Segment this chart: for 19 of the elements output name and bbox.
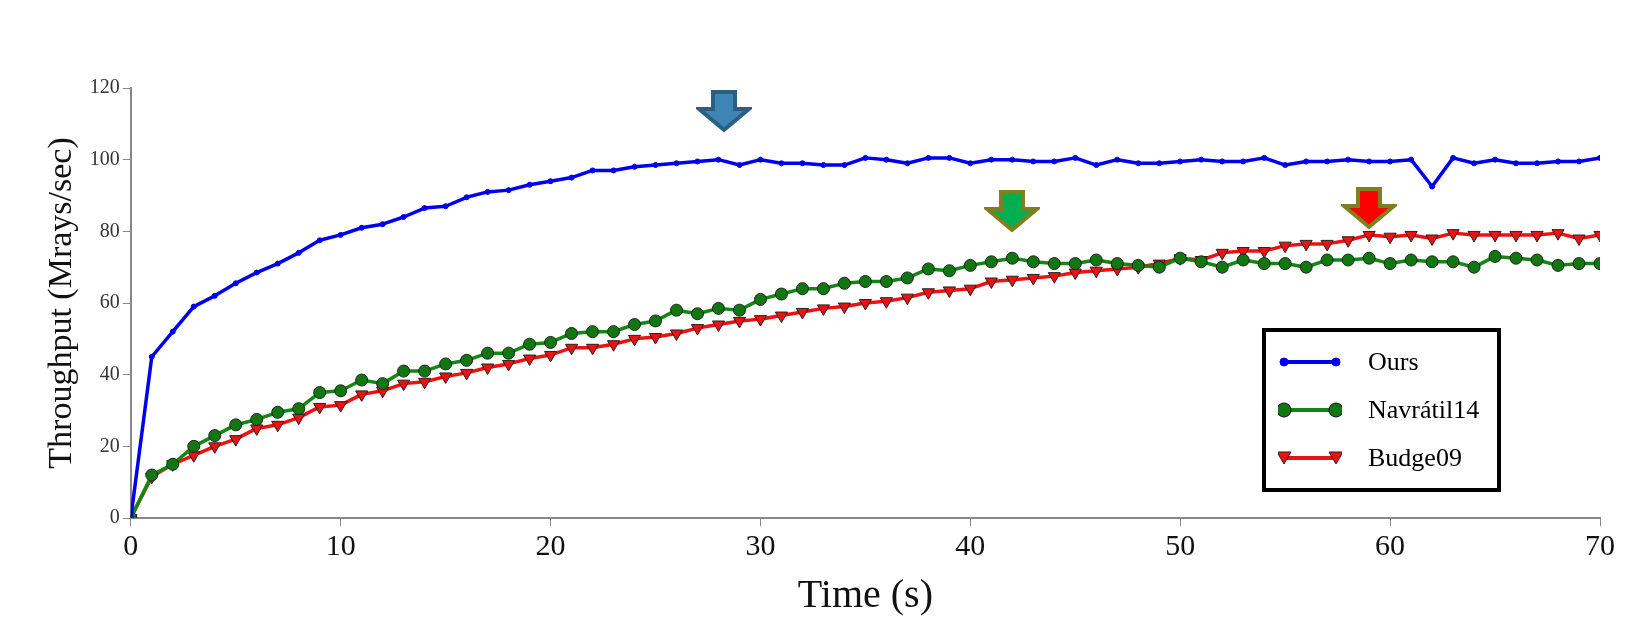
legend-label: Ours [1368,347,1419,377]
x-tick-label: 40 [955,527,986,561]
x-tick-label: 50 [1165,527,1196,561]
legend-label: Navrátil14 [1368,395,1480,425]
x-tick-label: 60 [1375,527,1406,561]
y-tick-label: 120 [89,75,120,98]
x-tick-label: 70 [1585,527,1615,561]
legend-label: Budge09 [1368,443,1462,473]
x-tick-label: 10 [325,527,356,561]
y-tick-label: 20 [99,433,120,456]
x-tick-label: 30 [745,527,776,561]
y-tick-label: 0 [109,505,120,528]
y-tick-label: 100 [89,146,120,169]
x-tick-label: 20 [535,527,566,561]
y-axis-title: Throughput (Mrays/sec) [41,137,80,469]
y-tick-label: 60 [99,290,120,313]
x-axis-title: Time (s) [797,570,934,616]
y-tick-label: 40 [99,361,120,384]
y-tick-label: 80 [99,218,120,241]
